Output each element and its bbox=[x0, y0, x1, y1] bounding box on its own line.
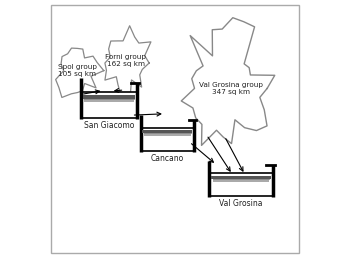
Text: Cancano: Cancano bbox=[151, 154, 184, 163]
Bar bbox=[209, 173, 273, 196]
Text: Val Grosina: Val Grosina bbox=[219, 199, 263, 208]
Bar bbox=[84, 99, 134, 102]
Bar bbox=[211, 176, 271, 179]
Text: Forni group
162 sq km: Forni group 162 sq km bbox=[105, 54, 146, 67]
Bar bbox=[144, 133, 191, 136]
Bar bbox=[213, 179, 269, 182]
Bar bbox=[141, 128, 194, 151]
Bar bbox=[142, 131, 192, 133]
Text: San Giacomo: San Giacomo bbox=[84, 121, 134, 130]
Bar bbox=[81, 92, 137, 118]
Bar bbox=[83, 95, 135, 99]
Text: Spol group
105 sq km: Spol group 105 sq km bbox=[58, 64, 97, 77]
Text: Val Grosina group
347 sq km: Val Grosina group 347 sq km bbox=[199, 82, 263, 95]
